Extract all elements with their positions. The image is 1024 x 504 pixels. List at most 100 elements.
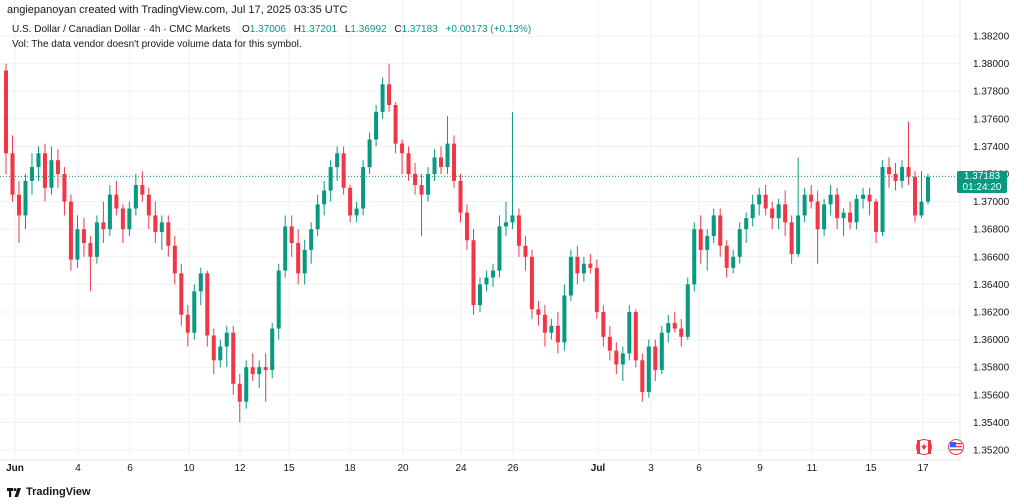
time-tick-label: 6 bbox=[127, 463, 133, 474]
time-tick-label: 11 bbox=[807, 463, 818, 474]
open-label: O bbox=[241, 24, 250, 35]
candle-body bbox=[270, 328, 275, 370]
candle-body bbox=[640, 360, 645, 393]
candle-body bbox=[101, 222, 106, 230]
author-credit: angiepanoyan created with TradingView.co… bbox=[7, 4, 348, 16]
candle-body bbox=[731, 256, 736, 268]
price-tick-label: 1.36200 bbox=[973, 308, 1010, 319]
time-tick-label: 20 bbox=[397, 463, 409, 474]
candle-body bbox=[835, 194, 840, 219]
candle-body bbox=[588, 263, 593, 268]
candle-body bbox=[354, 208, 359, 216]
time-tick-label: 4 bbox=[75, 463, 81, 474]
symbol-legend: U.S. Dollar / Canadian Dollar · 4h · CMC… bbox=[12, 24, 531, 35]
candle-body bbox=[763, 194, 768, 209]
candle-body bbox=[146, 194, 151, 216]
candle-body bbox=[361, 167, 366, 209]
candle-body bbox=[68, 201, 73, 260]
candle-body bbox=[523, 245, 528, 257]
candle-body bbox=[653, 346, 658, 370]
candle-body bbox=[698, 229, 703, 250]
candle-body bbox=[880, 167, 885, 232]
candle-body bbox=[29, 167, 34, 181]
us-flag-event-icon[interactable] bbox=[948, 439, 964, 455]
candle-body bbox=[646, 346, 651, 393]
candle-body bbox=[542, 314, 547, 333]
candle-body bbox=[477, 284, 482, 306]
candle-body bbox=[341, 153, 346, 188]
last-price-badge: 1.37183 01:24:20 bbox=[957, 171, 1007, 193]
candle-body bbox=[367, 139, 372, 168]
time-axis[interactable]: Jun 4 6 10 12 15 18 20 24 26 Jul 3 6 9 11 15 17 bbox=[6, 463, 929, 474]
candle-body bbox=[81, 229, 86, 243]
candle-body bbox=[815, 201, 820, 230]
volume-note: Vol: The data vendor doesn't provide vol… bbox=[12, 39, 302, 50]
candle-body bbox=[692, 229, 697, 285]
tradingview-logo-icon bbox=[7, 487, 21, 497]
price-tick-label: 1.35400 bbox=[973, 418, 1010, 429]
candle-body bbox=[153, 215, 158, 232]
candle-body bbox=[205, 273, 210, 336]
candle-body bbox=[283, 226, 288, 271]
canada-flag-event-icon[interactable] bbox=[916, 439, 932, 455]
candle-body bbox=[296, 243, 301, 274]
time-tick-label: Jun bbox=[6, 463, 24, 474]
candle-body bbox=[828, 194, 833, 205]
candle-body bbox=[140, 185, 145, 195]
candle-body bbox=[490, 270, 495, 278]
candle-body bbox=[231, 332, 236, 384]
candle-body bbox=[594, 267, 599, 312]
candle-body bbox=[211, 335, 216, 361]
candle-body bbox=[166, 222, 171, 246]
candle-body bbox=[224, 332, 229, 347]
price-tick-label: 1.37000 bbox=[973, 197, 1010, 208]
candle-body bbox=[724, 245, 729, 268]
candle-body bbox=[263, 367, 268, 370]
price-axis[interactable]: 1.382001.380001.378001.376001.374001.372… bbox=[973, 32, 1010, 457]
candle-body bbox=[159, 222, 164, 232]
symbol-name[interactable]: U.S. Dollar / Canadian Dollar · 4h · CMC… bbox=[12, 24, 231, 35]
price-tick-label: 1.36000 bbox=[973, 335, 1010, 346]
candle-body bbox=[607, 336, 612, 351]
candle-body bbox=[718, 215, 723, 246]
candle-body bbox=[685, 284, 690, 337]
candle-body bbox=[627, 312, 632, 354]
candle-body bbox=[737, 229, 742, 257]
candle-body bbox=[23, 180, 28, 216]
candle-body bbox=[49, 160, 54, 188]
candle-body bbox=[575, 256, 580, 274]
candle-body bbox=[94, 222, 99, 257]
candle-body bbox=[322, 190, 327, 205]
candle-body bbox=[3, 70, 9, 154]
candle-body bbox=[88, 243, 93, 257]
candle-body bbox=[581, 263, 586, 274]
candle-body bbox=[711, 215, 716, 237]
candle-body bbox=[666, 323, 671, 333]
price-tick-label: 1.38000 bbox=[973, 59, 1010, 70]
candle-body bbox=[464, 212, 470, 241]
time-tick-label: 18 bbox=[344, 463, 356, 474]
low-label: L bbox=[344, 24, 351, 35]
candle-body bbox=[276, 270, 281, 329]
high-label: H bbox=[293, 24, 301, 35]
candle-body bbox=[120, 208, 125, 230]
candle-body bbox=[906, 167, 911, 177]
price-tick-label: 1.37600 bbox=[973, 114, 1010, 125]
candle-body bbox=[783, 204, 788, 223]
candle-body bbox=[289, 226, 294, 243]
candle-body bbox=[309, 229, 314, 250]
price-tick-label: 1.38200 bbox=[973, 32, 1010, 43]
time-tick-label: 24 bbox=[455, 463, 467, 474]
candle-body bbox=[380, 84, 385, 112]
candle-body bbox=[458, 180, 463, 213]
candle-body bbox=[913, 176, 918, 216]
candles-series bbox=[3, 63, 931, 423]
candle-body bbox=[672, 323, 677, 329]
last-price-value: 1.37183 bbox=[963, 171, 1001, 182]
candle-body bbox=[328, 167, 333, 191]
candle-body bbox=[796, 215, 801, 255]
time-tick-label: 9 bbox=[757, 463, 763, 474]
candle-body bbox=[887, 167, 892, 174]
candle-body bbox=[549, 325, 554, 333]
